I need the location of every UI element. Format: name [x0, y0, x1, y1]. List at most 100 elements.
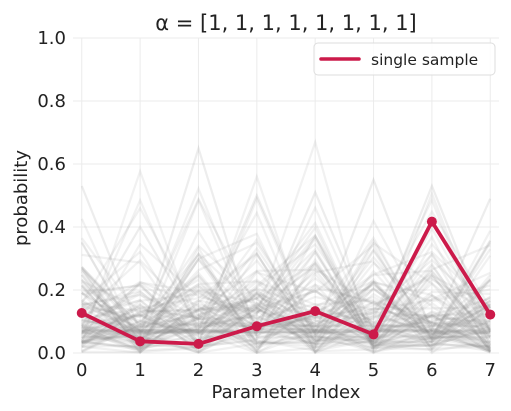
- x-tick-labels: 0 1 2 3 4 5 6 7: [76, 360, 496, 381]
- sample-line: [81, 244, 491, 352]
- sample-line: [81, 245, 491, 354]
- x-tick-label: 1: [134, 360, 145, 381]
- sample-line: [81, 274, 492, 352]
- sample-line: [80, 233, 491, 349]
- sample-line: [81, 195, 491, 353]
- sample-line: [81, 138, 491, 355]
- sample-line: [81, 242, 491, 344]
- sample-line: [81, 285, 491, 346]
- sample-line: [81, 281, 491, 336]
- sample-line: [81, 269, 491, 350]
- sample-line: [81, 198, 492, 332]
- sample-line: [80, 218, 492, 355]
- chart-title: α = [1, 1, 1, 1, 1, 1, 1, 1]: [155, 11, 417, 35]
- y-tick-label: 0.6: [37, 154, 66, 175]
- y-axis-label: probability: [11, 150, 32, 246]
- sample-line: [81, 236, 491, 352]
- y-tick-label: 1.0: [37, 28, 66, 49]
- sample-line: [80, 237, 491, 345]
- sample-line: [80, 242, 491, 350]
- sample-line: [81, 220, 491, 354]
- sample-line: [81, 255, 491, 338]
- series-point: [135, 336, 146, 347]
- y-tick-label: 0.2: [37, 280, 66, 301]
- sample-line: [81, 241, 491, 344]
- sample-line: [81, 283, 491, 339]
- sample-line: [80, 224, 491, 328]
- sample-line: [81, 243, 491, 353]
- sample-line: [81, 269, 492, 345]
- sample-line: [81, 144, 491, 339]
- series-point: [426, 216, 437, 227]
- sample-line: [81, 189, 491, 332]
- sample-line: [81, 209, 492, 354]
- sample-line: [81, 265, 491, 354]
- sample-line: [81, 274, 491, 347]
- sample-line: [80, 274, 491, 351]
- sample-line: [81, 185, 491, 349]
- sample-line: [81, 289, 491, 344]
- series-point: [251, 321, 262, 332]
- sample-line: [81, 205, 491, 347]
- sample-line: [81, 263, 492, 355]
- sample-line: [80, 197, 491, 352]
- series-point: [485, 309, 496, 320]
- series-point: [193, 338, 204, 349]
- sample-line: [80, 266, 491, 339]
- y-tick-label: 0.0: [37, 343, 66, 364]
- sample-line: [80, 257, 491, 355]
- sample-line: [81, 280, 491, 355]
- sample-line: [80, 265, 491, 350]
- sample-line: [81, 278, 491, 344]
- sample-line: [81, 192, 491, 332]
- sample-line: [81, 250, 491, 348]
- legend-box: [313, 42, 496, 76]
- sample-line: [81, 247, 491, 348]
- sample-line: [80, 185, 491, 333]
- sample-line: [81, 176, 491, 334]
- sample-line: [81, 250, 491, 353]
- sample-line: [81, 293, 491, 347]
- x-tick-label: 7: [485, 360, 496, 381]
- sample-line: [81, 274, 492, 352]
- sample-line: [81, 267, 491, 348]
- sample-line: [81, 252, 492, 351]
- series-point: [76, 307, 87, 318]
- sample-line: [80, 241, 491, 353]
- sample-line: [80, 229, 491, 354]
- series-point: [368, 329, 379, 340]
- sample-line: [81, 251, 491, 354]
- sample-line: [81, 226, 492, 336]
- series-line: [80, 219, 492, 346]
- sample-line: [81, 259, 491, 339]
- legend: single sample: [313, 42, 496, 76]
- x-tick-label: 2: [193, 360, 204, 381]
- series-layer: [76, 216, 496, 349]
- sample-line: [81, 234, 491, 354]
- sample-line: [80, 206, 491, 346]
- sample-line: [81, 280, 491, 349]
- sample-line: [81, 232, 491, 354]
- sample-line: [81, 283, 491, 335]
- sample-line: [81, 280, 491, 345]
- y-tick-labels: 0.0 0.2 0.4 0.6 0.8 1.0: [37, 28, 66, 364]
- series-point: [310, 306, 321, 317]
- x-tick-label: 5: [368, 360, 379, 381]
- sample-line: [81, 237, 491, 336]
- x-tick-label: 3: [251, 360, 262, 381]
- sample-line: [81, 238, 492, 354]
- sample-line: [81, 197, 492, 351]
- sample-line: [81, 210, 491, 355]
- x-axis-label: Parameter Index: [212, 382, 361, 403]
- sample-line: [81, 273, 492, 353]
- x-tick-label: 6: [426, 360, 437, 381]
- sample-line: [81, 196, 491, 349]
- sample-line: [81, 257, 491, 348]
- sample-line: [81, 268, 491, 348]
- y-tick-label: 0.4: [37, 217, 66, 238]
- sample-line: [81, 253, 491, 352]
- sample-line: [81, 284, 491, 354]
- sample-line: [81, 260, 491, 354]
- sample-line: [81, 250, 491, 352]
- sample-line: [81, 242, 492, 354]
